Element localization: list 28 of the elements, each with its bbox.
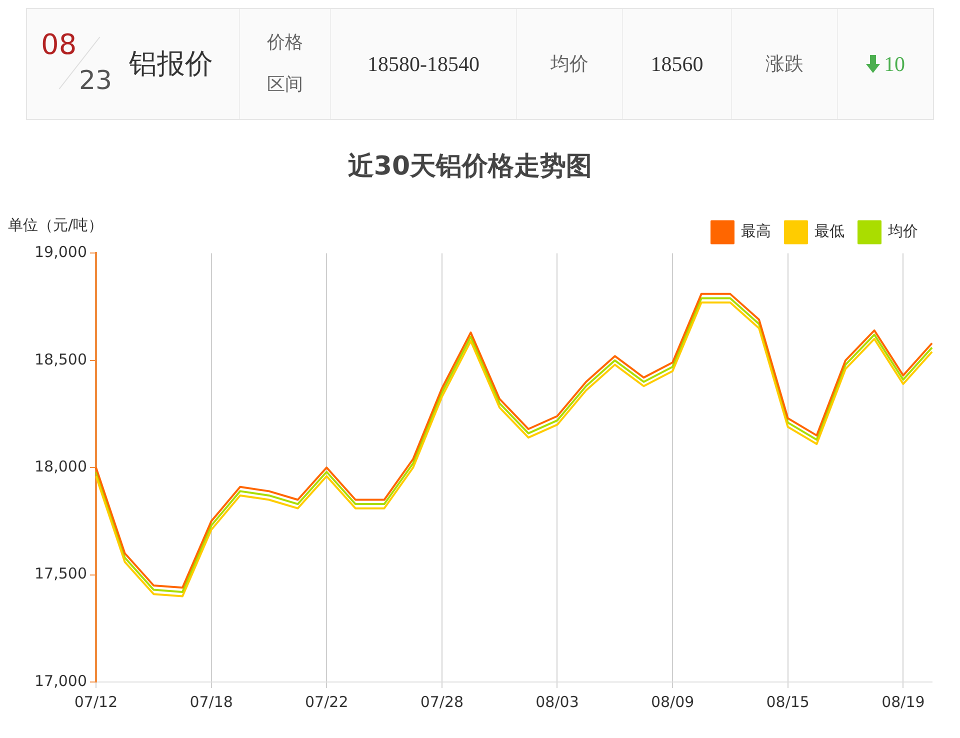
- chart-title: 近30天铝价格走势图: [348, 151, 592, 182]
- x-tick-label: 07/28: [420, 692, 464, 711]
- text: 铝报价: [129, 46, 214, 82]
- legend-label: 最低: [814, 222, 844, 240]
- x-tick-label: 08/09: [650, 692, 694, 711]
- text: 18580-18540: [330, 9, 516, 119]
- legend-label: 最高: [741, 222, 771, 240]
- y-tick-label: 17,500: [34, 564, 87, 583]
- text: 23: [79, 66, 112, 96]
- text: 均价: [516, 9, 622, 119]
- y-tick-label: 17,000: [34, 672, 87, 690]
- legend-label: 均价: [887, 222, 918, 240]
- x-tick-label: 07/22: [305, 692, 348, 711]
- text: 08: [41, 28, 77, 61]
- x-tick-label: 08/19: [882, 692, 925, 711]
- text: 区间: [267, 73, 303, 97]
- y-tick-label: 18,500: [34, 350, 87, 368]
- text: 价格: [267, 31, 303, 55]
- x-tick-label: 08/15: [766, 692, 810, 711]
- y-tick-label: 19,000: [34, 243, 87, 262]
- x-tick-label: 07/18: [190, 692, 233, 711]
- y-tick-label: 18,000: [34, 457, 87, 476]
- x-tick-label: 07/12: [74, 692, 118, 711]
- x-tick-label: 08/03: [536, 692, 579, 711]
- text: 涨跌: [731, 9, 837, 119]
- text: 18560: [622, 9, 731, 119]
- text: 10: [884, 52, 905, 76]
- y-axis-title: 单位（元/吨）: [8, 216, 104, 234]
